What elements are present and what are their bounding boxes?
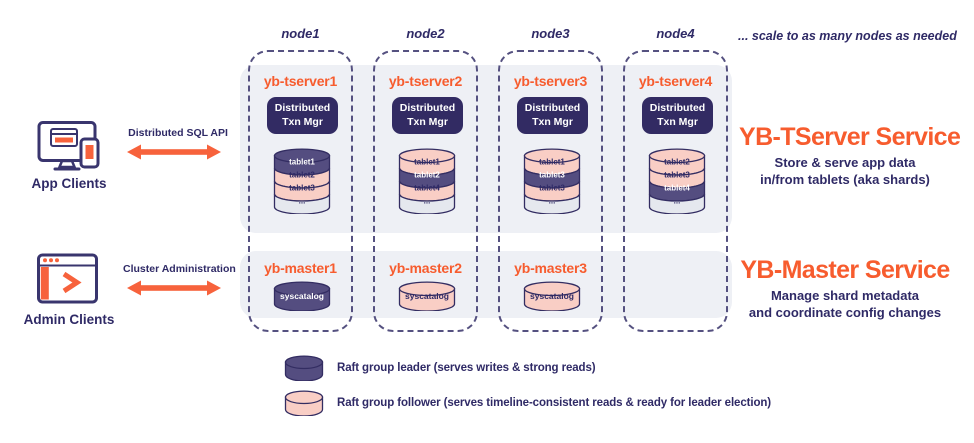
cylinder-row-label: tablet3 [539, 184, 565, 193]
tablet-cylinder-wrap: tablet1 tablet2 tablet3... [273, 148, 331, 219]
master-service-desc-line1: Manage shard metadata [770, 288, 920, 303]
cylinder-row-label: tablet3 [539, 171, 565, 180]
cylinder-row-label: tablet3 [289, 184, 315, 193]
tablet-cylinder: tablet1 tablet3 tablet3... [523, 148, 581, 215]
legend-row: Raft group follower (serves timeline-con… [284, 390, 771, 416]
syscatalog-cylinder: syscatalog [398, 281, 456, 312]
cylinder-segment-more [273, 193, 331, 215]
node-column: yb-tserver2 Distributed Txn Mgr tablet1 t… [373, 50, 478, 332]
master-name: yb-master1 [264, 260, 337, 276]
cylinder-row-label: syscatalog [280, 291, 324, 301]
node-label: node3 [531, 26, 570, 41]
legend-row: Raft group leader (serves writes & stron… [284, 355, 596, 381]
cylinder-row-label: ... [674, 197, 681, 206]
tserver-name: yb-tserver4 [638, 73, 713, 89]
tablet-cylinder-wrap: tablet1 tablet2 tablet4... [398, 148, 456, 219]
cylinder-top [648, 148, 706, 164]
syscatalog-cylinder-wrap: syscatalog [273, 281, 331, 316]
cylinder-top [398, 148, 456, 164]
cylinder-row-label: tablet1 [539, 158, 565, 167]
tserver-name: yb-tserver1 [263, 73, 338, 89]
distributed-txn-mgr-box: Distributed Txn Mgr [392, 97, 463, 134]
cluster-administration-label: Cluster Administration [123, 263, 236, 275]
cylinder-top [284, 355, 324, 370]
cylinder-top [523, 281, 581, 297]
tserver-name: yb-tserver2 [388, 73, 463, 89]
master-service-block: YB-Master Service Manage shard metadata … [739, 256, 951, 321]
tablet-cylinder: tablet1 tablet2 tablet4... [398, 148, 456, 215]
cylinder-top [284, 390, 324, 405]
cylinder-row-label: syscatalog [405, 291, 449, 301]
legend-follower-cylinder [284, 390, 324, 416]
admin-clients-label: Admin Clients [23, 312, 115, 327]
distributed-sql-api-arrow [127, 144, 221, 160]
cylinder-row-label: tablet4 [414, 184, 440, 193]
cylinder-row-label: tablet2 [664, 158, 690, 167]
app-clients-icon [37, 121, 100, 171]
cylinder-top [273, 148, 331, 164]
cylinder-row-label: tablet2 [289, 171, 315, 180]
cylinder-row-label: tablet4 [664, 184, 690, 193]
tablet-cylinder: tablet2 tablet3 tablet4... [648, 148, 706, 215]
distributed-txn-mgr-box: Distributed Txn Mgr [642, 97, 713, 134]
cylinder-top [398, 281, 456, 297]
tablet-cylinder-wrap: tablet2 tablet3 tablet4... [648, 148, 706, 219]
master-service-desc-line2: and coordinate config changes [748, 305, 942, 321]
distributed-sql-api-label: Distributed SQL API [128, 127, 228, 139]
tserver-service-block: YB-TServer Service Store & serve app dat… [739, 123, 961, 188]
cylinder-row-label: ... [424, 197, 431, 206]
legend-leader-cylinder [284, 355, 324, 381]
distributed-txn-mgr-box: Distributed Txn Mgr [267, 97, 338, 134]
tablet-cylinder-wrap: tablet1 tablet3 tablet3... [523, 148, 581, 219]
cylinder-row-label: ... [299, 197, 306, 206]
tserver-service-desc-line1: Store & serve app data [774, 155, 916, 170]
cylinder-row-label: tablet2 [414, 171, 440, 180]
cylinder-top [523, 148, 581, 164]
cylinder-row-label: tablet3 [664, 171, 690, 180]
legend-text: Raft group follower (serves timeline-con… [337, 397, 772, 409]
node-column: yb-tserver3 Distributed Txn Mgr tablet1 t… [498, 50, 603, 332]
tserver-service-desc-line2: in/from tablets (aka shards) [760, 172, 930, 188]
cylinder-segment-more [648, 193, 706, 215]
distributed-txn-mgr-box: Distributed Txn Mgr [517, 97, 588, 134]
node-label: node1 [281, 26, 320, 41]
cylinder-segment-more [523, 193, 581, 215]
node-column: yb-tserver1 Distributed Txn Mgr tablet1 t… [248, 50, 353, 332]
syscatalog-cylinder: syscatalog [523, 281, 581, 312]
master-service-title: YB-Master Service [740, 256, 950, 284]
admin-clients-icon [37, 253, 98, 304]
syscatalog-cylinder-wrap: syscatalog [523, 281, 581, 316]
scale-note: ... scale to as many nodes as needed [738, 29, 957, 43]
tserver-name: yb-tserver3 [513, 73, 588, 89]
node-label: node2 [406, 26, 445, 41]
cylinder-row-label: syscatalog [530, 291, 574, 301]
cylinder-row-label: ... [549, 197, 556, 206]
tablet-cylinder: tablet1 tablet2 tablet3... [273, 148, 331, 215]
legend-text: Raft group leader (serves writes & stron… [337, 362, 596, 374]
node-label: node4 [656, 26, 695, 41]
app-clients-label: App Clients [31, 176, 107, 191]
cylinder-segment-more [398, 193, 456, 215]
cylinder-row-label: tablet1 [289, 158, 315, 167]
cluster-administration-arrow [127, 280, 221, 296]
cylinder-top [273, 281, 331, 297]
node-column: yb-tserver4 Distributed Txn Mgr tablet2 t… [623, 50, 728, 332]
master-name: yb-master2 [389, 260, 462, 276]
syscatalog-cylinder: syscatalog [273, 281, 331, 312]
cylinder-row-label: tablet1 [414, 158, 440, 167]
syscatalog-cylinder-wrap: syscatalog [398, 281, 456, 316]
tserver-service-title: YB-TServer Service [739, 123, 961, 151]
master-name: yb-master3 [514, 260, 587, 276]
